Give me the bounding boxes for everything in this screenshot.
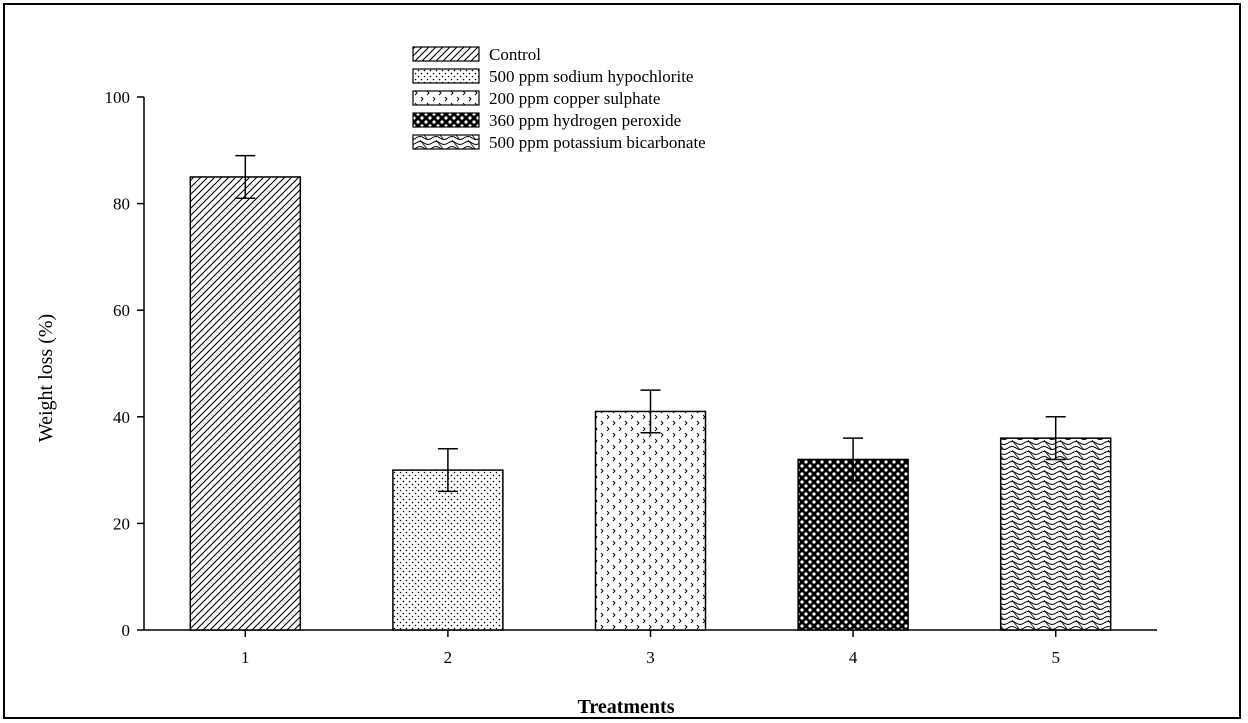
bar-3 xyxy=(594,410,707,631)
bars-group xyxy=(189,176,1112,631)
x-tick-label: 3 xyxy=(646,648,655,667)
legend-item: 200 ppm copper sulphate xyxy=(412,89,660,108)
legend-swatch xyxy=(412,134,480,150)
error-bar-2 xyxy=(437,448,458,493)
legend-item: Control xyxy=(412,45,541,64)
legend-label: 360 ppm hydrogen peroxide xyxy=(489,111,681,130)
y-tick-label: 60 xyxy=(113,301,130,320)
legend-label: 500 ppm sodium hypochlorite xyxy=(489,67,693,86)
y-tick-label: 0 xyxy=(122,621,131,640)
x-tick-label: 5 xyxy=(1051,648,1060,667)
bar-1 xyxy=(189,176,302,631)
axes: 0 20 40 60 80 100 1 2 3 4 5 xyxy=(105,88,1157,667)
y-axis-label: Weight loss (%) xyxy=(35,314,57,442)
bar-2 xyxy=(392,469,504,631)
error-bar-1 xyxy=(235,154,256,200)
legend-item: 500 ppm sodium hypochlorite xyxy=(412,67,693,86)
error-bar-4 xyxy=(843,437,864,482)
legend-label: 500 ppm potassium bicarbonate xyxy=(489,133,706,152)
legend-item: 500 ppm potassium bicarbonate xyxy=(412,133,706,152)
legend-item: 360 ppm hydrogen peroxide xyxy=(412,111,681,130)
x-tick-label: 1 xyxy=(241,648,250,667)
legend-swatch xyxy=(412,68,480,84)
x-axis-label: Treatments xyxy=(577,696,674,718)
error-bar-5 xyxy=(1045,416,1066,461)
y-tick-label: 20 xyxy=(113,514,130,533)
y-tick-label: 80 xyxy=(113,195,130,214)
legend-swatch xyxy=(412,90,480,106)
legend-label: 200 ppm copper sulphate xyxy=(489,89,660,108)
x-tick-label: 4 xyxy=(849,648,858,667)
legend: Control 500 ppm sodium hypochlorite 200 pp… xyxy=(412,45,706,152)
bar-4 xyxy=(797,458,909,631)
error-bar-3 xyxy=(640,389,661,434)
bar-5 xyxy=(999,437,1112,631)
y-tick-label: 40 xyxy=(113,408,130,427)
y-tick-label: 100 xyxy=(105,88,131,107)
legend-swatch xyxy=(412,112,480,128)
error-bars-group xyxy=(235,154,1066,493)
legend-label: Control xyxy=(489,45,541,64)
x-tick-label: 2 xyxy=(444,648,453,667)
legend-swatch xyxy=(412,46,480,62)
